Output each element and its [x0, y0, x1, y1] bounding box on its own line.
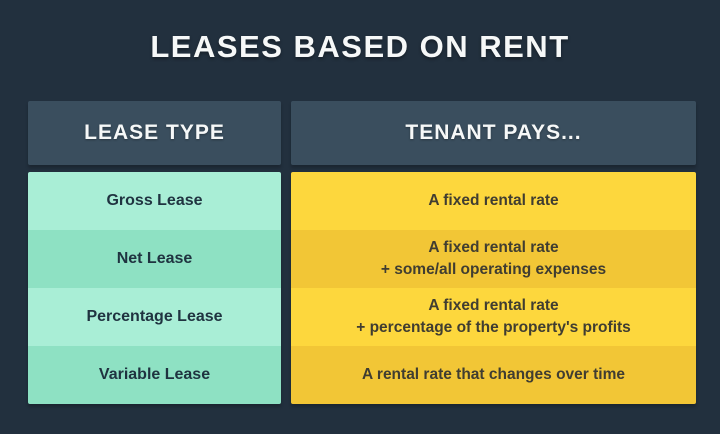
tenant-pays-text: A rental rate that changes over time — [361, 366, 625, 383]
table-row-lease-type: Gross Lease — [28, 172, 281, 230]
table-row-lease-type: Percentage Lease — [28, 288, 281, 346]
table-row-tenant-pays: A fixed rental rate — [291, 172, 696, 230]
lease-type-column: Gross Lease Net Lease Percentage Lease V… — [28, 172, 281, 404]
tenant-pays-text-line2: + percentage of the property's profits — [356, 319, 631, 336]
lease-comparison-table: LEASE TYPE TENANT PAYS... Gross Lease Ne… — [28, 101, 696, 404]
lease-type-label: Variable Lease — [98, 365, 211, 383]
table-header-row: LEASE TYPE TENANT PAYS... — [28, 101, 696, 165]
lease-type-label: Gross Lease — [106, 191, 203, 209]
tenant-pays-text: A fixed rental rate — [428, 239, 559, 256]
page-title: LEASES BASED ON RENT — [150, 29, 570, 64]
tenant-pays-text: A fixed rental rate — [428, 297, 559, 314]
column-header-tenant-pays: TENANT PAYS... — [291, 101, 696, 165]
table-row-tenant-pays: A fixed rental rate + some/all operating… — [291, 230, 696, 288]
lease-type-label: Net Lease — [116, 249, 193, 267]
column-header-lease-type: LEASE TYPE — [28, 101, 281, 165]
table-row-lease-type: Net Lease — [28, 230, 281, 288]
table-row-tenant-pays: A fixed rental rate + percentage of the … — [291, 288, 696, 346]
lease-type-label: Percentage Lease — [86, 307, 223, 325]
tenant-pays-text: A fixed rental rate — [428, 192, 559, 209]
tenant-pays-column: A fixed rental rate A fixed rental rate … — [291, 172, 696, 404]
table-body: Gross Lease Net Lease Percentage Lease V… — [28, 172, 696, 404]
tenant-pays-text-line2: + some/all operating expenses — [380, 261, 607, 278]
table-row-tenant-pays: A rental rate that changes over time — [291, 346, 696, 404]
table-row-lease-type: Variable Lease — [28, 346, 281, 404]
